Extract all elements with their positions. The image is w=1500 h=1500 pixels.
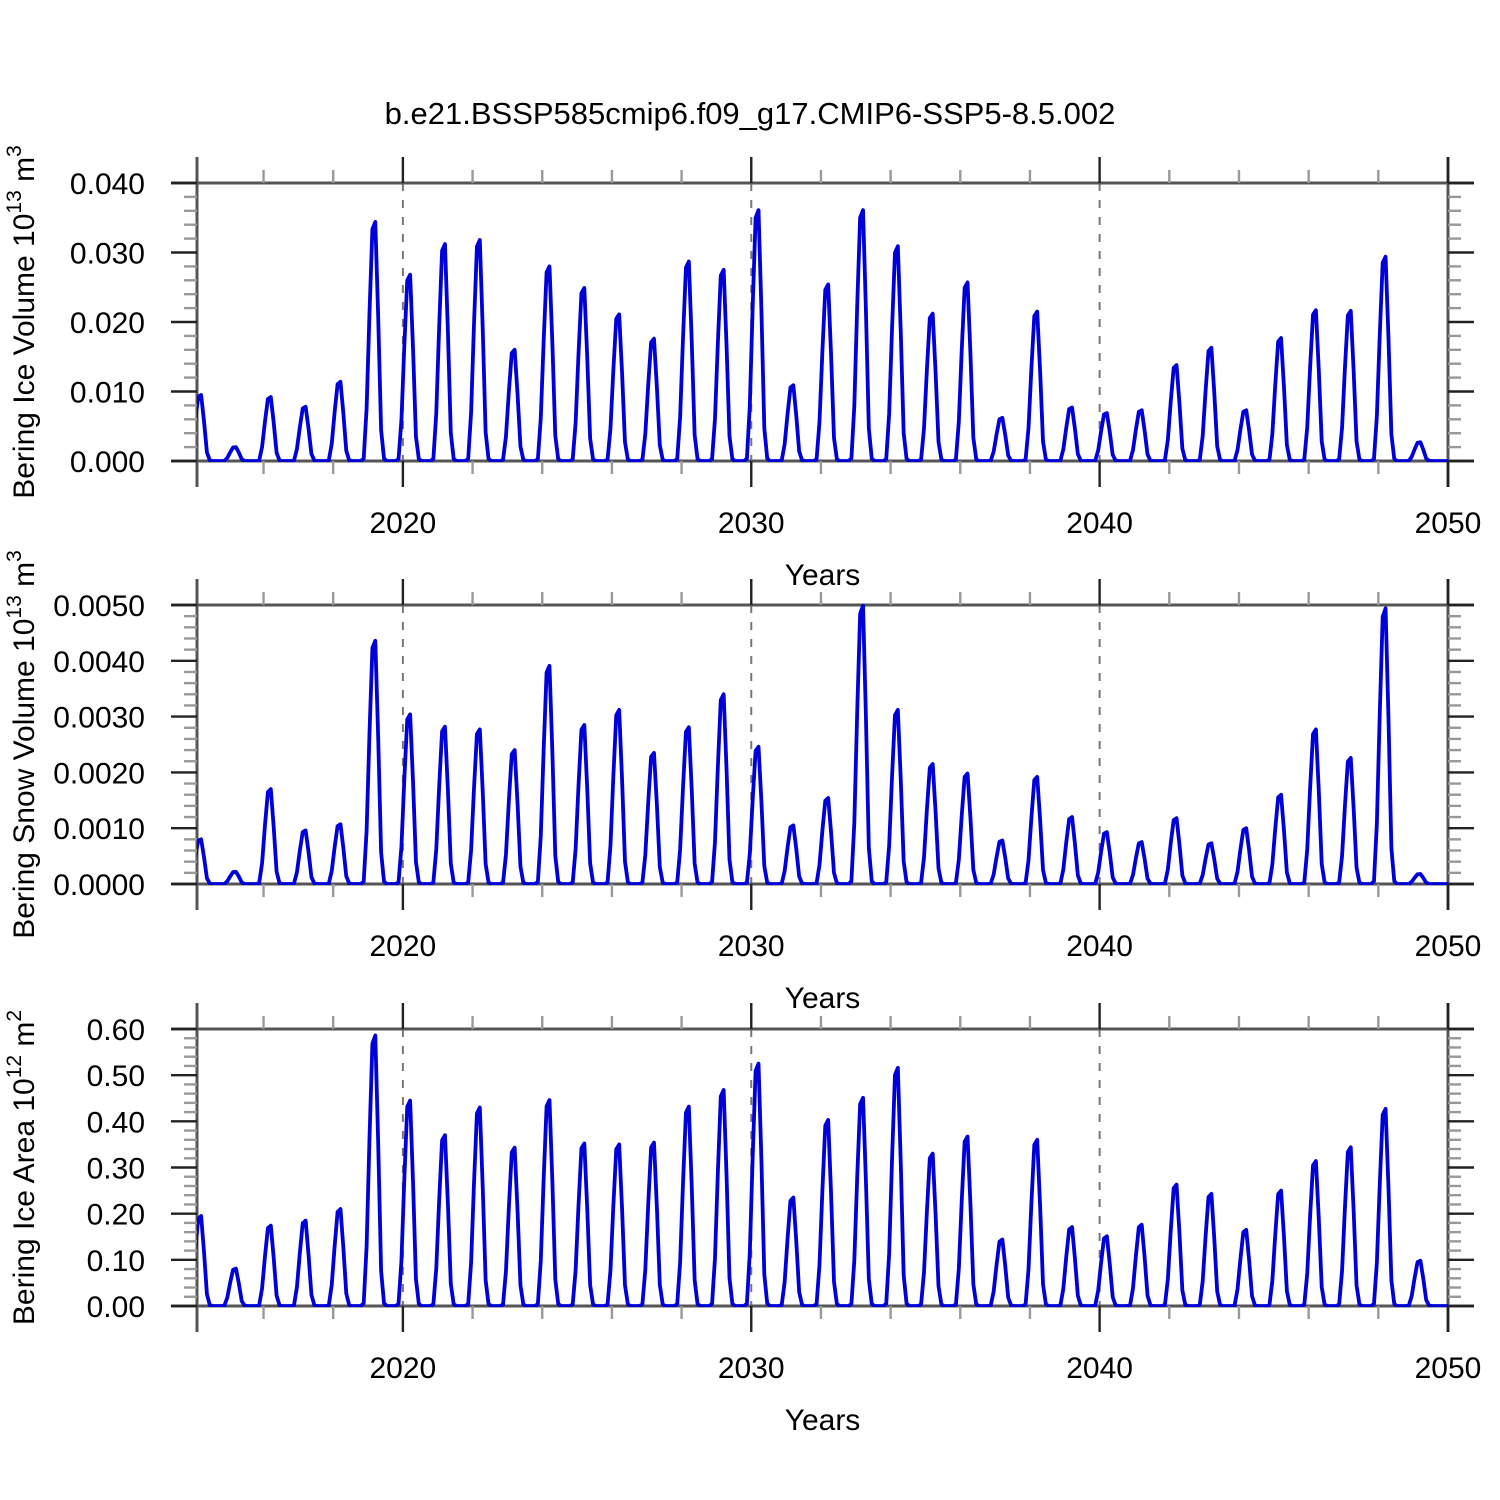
series-line-ice-area (197, 1033, 1448, 1307)
y-axis-title: Bering Snow Volume 1013 m3 (3, 550, 41, 939)
y-tick-label: 0.0000 (53, 869, 145, 902)
y-tick-label: 0.0020 (53, 757, 145, 790)
y-tick-label: 0.10 (87, 1245, 145, 1278)
y-axis-title: Bering Ice Volume 1013 m3 (3, 145, 41, 499)
y-tick-label: 0.010 (70, 377, 145, 410)
y-tick-label: 0.00 (87, 1291, 145, 1324)
x-tick-label: 2030 (718, 507, 785, 540)
y-tick-label: 0.20 (87, 1199, 145, 1232)
x-axis-title: Years (785, 559, 861, 592)
panel-ice-volume: 0.000 0.010 0.020 0.030 0.040 2020 2030 2040 205… (3, 145, 1481, 592)
y-tick-label: 0.60 (87, 1014, 145, 1047)
x-tick-label: 2020 (370, 1352, 437, 1385)
figure-title: b.e21.BSSP585cmip6.f09_g17.CMIP6-SSP5-8.… (384, 96, 1116, 131)
y-axis-title: Bering Ice Area 1012 m2 (3, 1010, 41, 1325)
y-tick-label: 0.0030 (53, 702, 145, 735)
series-line-snow-volume (197, 604, 1448, 885)
x-tick-label: 2030 (718, 930, 785, 963)
x-tick-label: 2050 (1415, 1352, 1482, 1385)
panel-snow-volume: 0.0000 0.0010 0.0020 0.0030 0.0040 0.0050 2020… (3, 550, 1481, 1015)
x-axis-title: Years (785, 982, 861, 1015)
y-tick-label: 0.40 (87, 1106, 145, 1139)
x-tick-label: 2020 (370, 507, 437, 540)
x-tick-label: 2050 (1415, 507, 1482, 540)
y-tick-label: 0.0050 (53, 590, 145, 623)
y-tick-label: 0.020 (70, 307, 145, 340)
y-tick-label: 0.0040 (53, 646, 145, 679)
x-axis-title: Years (785, 1404, 861, 1437)
y-tick-label: 0.000 (70, 446, 145, 479)
x-tick-label: 2030 (718, 1352, 785, 1385)
panel-ice-area: 0.00 0.10 0.20 0.30 0.40 0.50 0.60 2020 2030 2040… (3, 1003, 1481, 1437)
x-tick-label: 2050 (1415, 930, 1482, 963)
x-tick-label: 2040 (1066, 930, 1133, 963)
y-tick-label: 0.040 (70, 168, 145, 201)
y-tick-label: 0.030 (70, 238, 145, 271)
x-tick-label: 2040 (1066, 1352, 1133, 1385)
y-tick-label: 0.50 (87, 1060, 145, 1093)
x-tick-label: 2020 (370, 930, 437, 963)
y-tick-label: 0.30 (87, 1153, 145, 1186)
series-line-ice-volume (197, 208, 1448, 462)
x-tick-label: 2040 (1066, 507, 1133, 540)
y-tick-label: 0.0010 (53, 813, 145, 846)
